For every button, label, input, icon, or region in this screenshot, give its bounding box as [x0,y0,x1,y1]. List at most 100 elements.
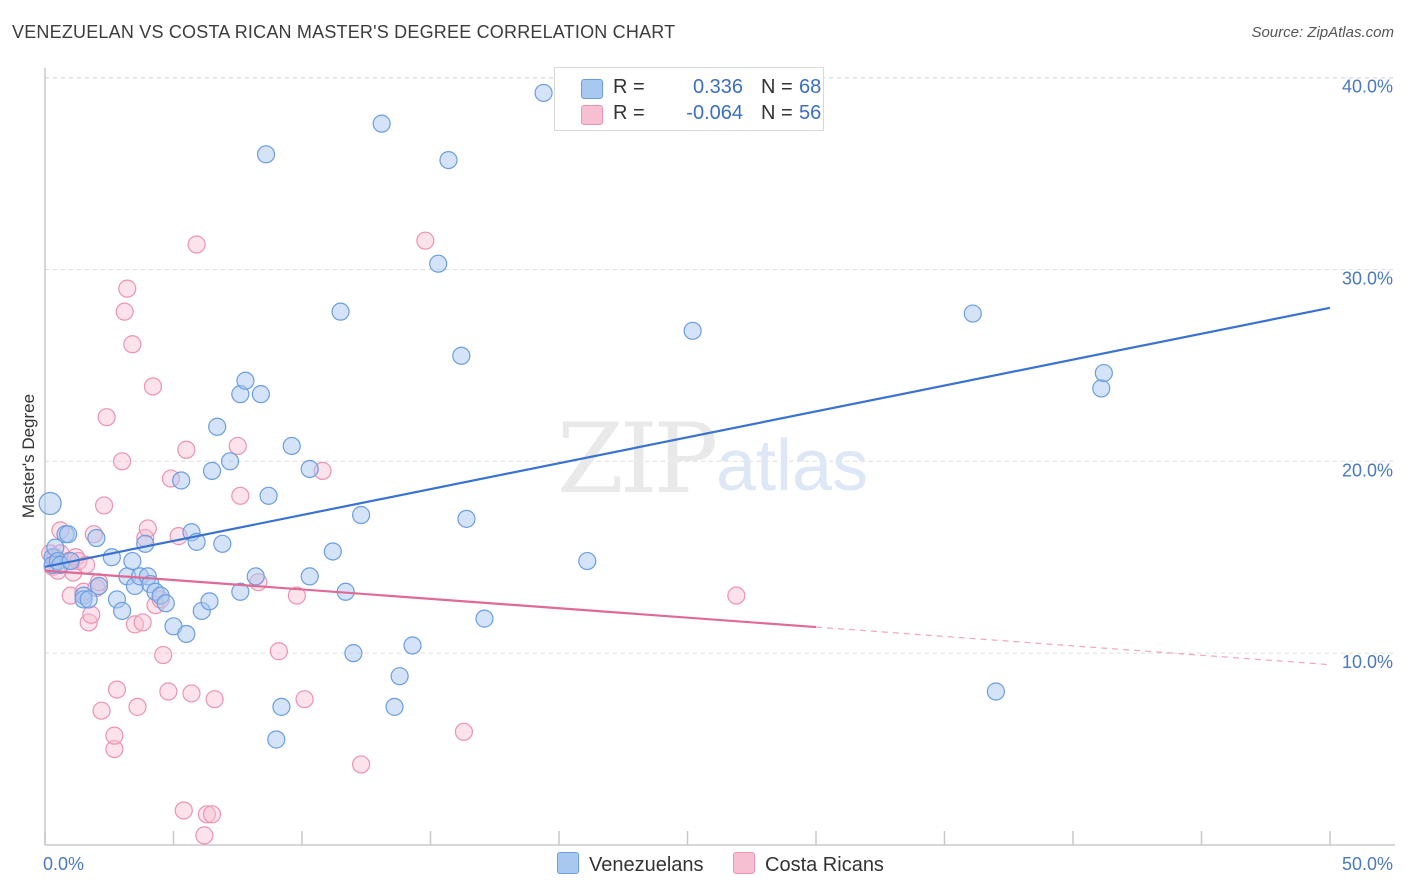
venezuelan-point [208,417,227,436]
venezuelan-point [372,114,391,133]
venezuelan-point [200,592,219,611]
costa-rican-point [105,739,124,759]
bottom-legend-label: Costa Ricans [765,854,884,876]
y-tick-label: 40.0% [1342,77,1393,97]
costa-rican-point [107,680,127,699]
costa-rican-point [128,697,147,716]
venezuelan-point [136,534,155,553]
bottom-legend-label: Venezuelans [589,854,704,876]
legend-r-label: R = [613,102,645,124]
costa-rican-point [727,586,746,605]
costa-rican-point [182,684,201,703]
costa-rican-point [143,377,163,396]
costa-rican-point [138,519,157,538]
venezuelan-point [403,636,422,655]
venezuelan-point [231,582,250,601]
gridlines [45,77,1395,654]
venezuelan-point [213,534,232,553]
venezuelan-point [457,509,476,528]
watermark-atlas: atlas [716,426,868,506]
costa-rican-point [97,408,116,427]
costa-rican-point [269,642,288,661]
legend-r-label: R = [613,76,645,98]
costa-rican-point [202,805,222,824]
costa-rican-point [454,722,474,741]
venezuelan-point [452,346,471,365]
legend-n-value: 68 [799,76,822,98]
source-label: Source: ZipAtlas.com [1251,24,1394,41]
venezuelan-point [963,304,982,323]
legend-r-value: -0.064 [686,102,743,124]
venezuelan-point [1094,363,1113,383]
costa-rican-point [159,682,178,701]
venezuelan-point [352,505,371,525]
venezuelan-point [236,371,255,390]
costa-rican-point [82,605,101,624]
legend-swatch-pink [581,105,603,125]
venezuelans-trend-line [44,306,1331,568]
venezuelan-point [177,624,196,644]
legend-r-value: 0.336 [692,76,743,98]
venezuelan-point [246,567,265,586]
axes [44,68,1395,846]
chart-title: VENEZUELAN VS COSTA RICAN MASTER'S DEGRE… [12,22,676,42]
venezuelan-point [390,667,409,686]
costa-rican-point [177,440,196,459]
legend-swatch-blue [581,79,603,99]
venezuelan-point [534,83,553,103]
bottom-legend-swatch-blue [557,852,579,874]
legend-n-label: N = [761,76,793,98]
y-axis-label: Master's Degree [19,394,38,518]
costa-rican-point [287,586,306,605]
venezuelan-point [89,576,109,596]
costa-rican-point [133,613,152,632]
y-tick-labels: 10.0% 20.0% 30.0% 40.0% [1342,77,1393,673]
venezuelans-points [38,83,1113,749]
y-tick-label: 30.0% [1342,268,1393,288]
y-tick-label: 10.0% [1342,652,1393,672]
venezuelan-point [272,697,291,716]
venezuelan-point [439,150,458,170]
venezuelan-point [87,528,106,548]
costa-rican-point [416,231,435,250]
venezuelan-point [156,594,175,613]
venezuelan-point [172,471,191,490]
venezuelan-point [256,145,276,164]
costa-rican-point [197,805,217,824]
costa-rican-point [95,496,114,515]
venezuelan-point [344,644,363,663]
venezuelan-point [300,567,319,586]
venezuelan-point [385,697,404,716]
costa-rican-point [118,279,137,298]
venezuelan-point [429,254,448,273]
venezuelan-point [475,609,494,628]
venezuelan-point [323,542,342,561]
costa-rican-point [115,302,134,321]
venezuelan-point [59,525,78,544]
venezuelan-point [259,486,278,505]
venezuelan-point [267,730,286,749]
bottom-legend-swatch-pink [733,852,755,874]
costa-ricans-trend-extension [815,626,1331,666]
costa-rican-point [205,690,224,709]
costa-rican-point [195,826,214,845]
costa-rican-point [92,701,111,720]
venezuelan-point [220,452,240,471]
costa-rican-point [228,436,247,456]
costa-rican-point [105,726,124,745]
venezuelan-point [578,551,597,571]
venezuelan-point [282,436,301,456]
venezuelan-point [331,302,350,321]
stats-legend: R = 0.336 N = 68 R = -0.064 N = 56 [554,67,824,131]
trend-lines [44,306,1331,666]
bottom-legend-costa-ricans: Costa Ricans [733,852,884,877]
venezuelan-point [986,682,1006,701]
legend-n-value: 56 [799,102,822,124]
costa-ricans-trend-line [44,569,817,629]
y-tick-label: 20.0% [1342,460,1393,480]
venezuelan-point [112,601,132,621]
venezuelan-point [123,551,142,571]
venezuelan-point [38,491,62,516]
costa-rican-point [231,486,250,505]
